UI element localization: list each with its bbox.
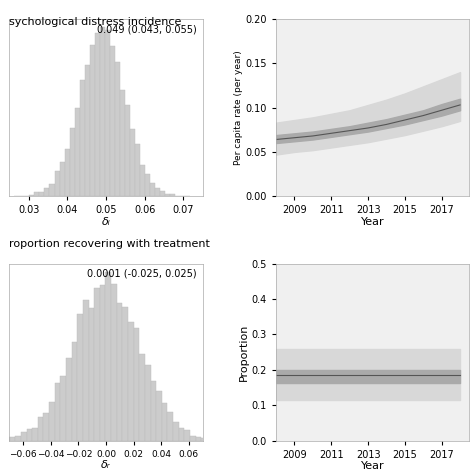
Bar — [105, 272, 111, 441]
Bar — [170, 194, 175, 196]
Bar — [64, 149, 70, 196]
Bar — [95, 33, 100, 196]
Bar — [150, 183, 155, 196]
Bar — [207, 439, 212, 441]
Bar — [179, 428, 184, 441]
Bar — [105, 30, 110, 196]
Bar — [218, 440, 224, 441]
Bar — [35, 192, 39, 196]
Bar — [196, 437, 201, 441]
Bar — [130, 129, 135, 196]
Text: roportion recovering with treatment: roportion recovering with treatment — [9, 239, 210, 249]
Bar — [55, 171, 60, 196]
Bar — [49, 184, 55, 196]
Bar — [160, 191, 165, 196]
Bar — [49, 402, 55, 441]
X-axis label: δᵣ: δᵣ — [101, 460, 111, 470]
Bar — [60, 162, 64, 196]
Bar — [120, 90, 125, 196]
Bar — [155, 188, 160, 196]
Bar — [201, 438, 207, 441]
Bar — [55, 383, 60, 441]
Bar — [139, 354, 145, 441]
Bar — [80, 80, 85, 196]
Bar — [90, 45, 95, 196]
Bar — [32, 428, 38, 441]
Bar — [70, 128, 74, 196]
Bar — [167, 412, 173, 441]
X-axis label: δᵢ: δᵢ — [102, 217, 110, 227]
Bar — [72, 342, 77, 441]
Text: 0.0001 (-0.025, 0.025): 0.0001 (-0.025, 0.025) — [87, 269, 197, 279]
Bar — [29, 195, 35, 196]
Bar — [135, 144, 140, 196]
Bar — [125, 105, 130, 196]
Bar — [77, 314, 83, 441]
Bar — [66, 358, 72, 441]
Bar — [83, 300, 89, 441]
Bar — [74, 109, 80, 196]
Bar — [156, 392, 162, 441]
Bar — [110, 46, 115, 196]
Bar — [27, 428, 32, 441]
Bar — [0, 440, 4, 441]
Y-axis label: Proportion: Proportion — [239, 324, 249, 381]
Bar — [38, 417, 44, 441]
Bar — [122, 307, 128, 441]
Bar — [100, 285, 105, 441]
Bar — [190, 436, 196, 441]
Bar — [145, 365, 151, 441]
Bar — [117, 303, 122, 441]
Bar — [45, 188, 49, 196]
Text: 0.049 (0.043, 0.055): 0.049 (0.043, 0.055) — [97, 24, 197, 34]
Bar — [212, 440, 218, 441]
Bar — [85, 65, 90, 196]
Bar — [115, 62, 120, 196]
Bar — [21, 432, 27, 441]
Bar — [111, 283, 117, 441]
Bar — [162, 403, 167, 441]
Bar — [128, 321, 134, 441]
Bar — [151, 381, 156, 441]
Bar — [44, 413, 49, 441]
Bar — [15, 436, 21, 441]
Bar — [9, 437, 15, 441]
Text: sychological distress incidence: sychological distress incidence — [9, 17, 182, 27]
Bar — [184, 430, 190, 441]
Bar — [145, 174, 150, 196]
X-axis label: Year: Year — [361, 461, 384, 471]
Bar — [100, 27, 105, 196]
Bar — [89, 308, 94, 441]
Bar — [134, 328, 139, 441]
Bar — [140, 165, 145, 196]
Bar — [60, 376, 66, 441]
Bar — [39, 192, 45, 196]
Bar — [173, 422, 179, 441]
Bar — [4, 437, 9, 441]
Bar — [165, 194, 170, 196]
Y-axis label: Per capita rate (per year): Per capita rate (per year) — [234, 50, 243, 165]
Bar — [94, 288, 100, 441]
X-axis label: Year: Year — [361, 217, 384, 227]
